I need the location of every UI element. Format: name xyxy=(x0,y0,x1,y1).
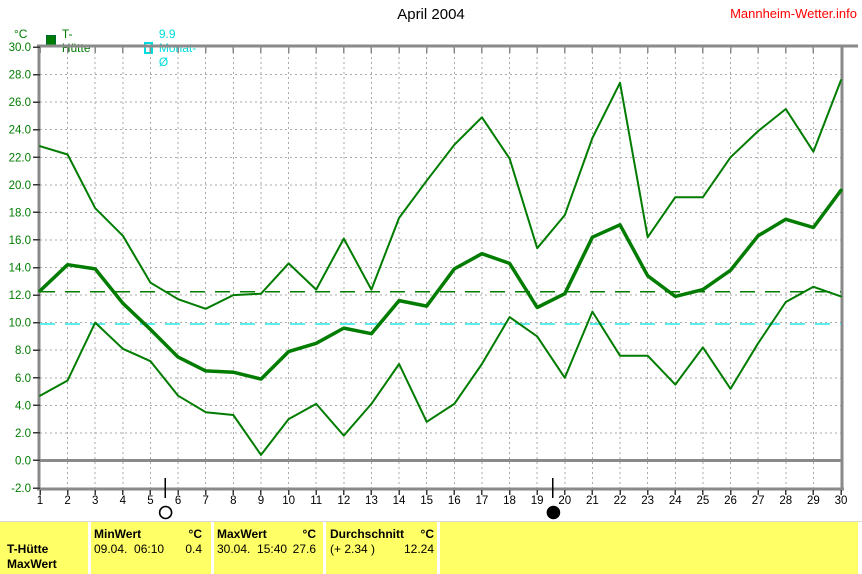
x-axis-label: 21 xyxy=(586,495,599,507)
y-axis-label: 12.0 xyxy=(9,290,31,302)
y-axis-label: 4.0 xyxy=(15,400,31,412)
y-axis-unit-label: °C xyxy=(14,27,28,41)
x-axis-label: 27 xyxy=(752,495,765,507)
x-axis-label: 15 xyxy=(420,495,433,507)
min-unit: °C xyxy=(188,527,202,541)
stats-table: T-Hütte MaxWert MinWert °C 09.04. 06:10 … xyxy=(0,521,862,574)
new-moon-icon xyxy=(546,505,561,520)
x-axis-label: 25 xyxy=(696,495,709,507)
stats-series-sensor: MaxWert xyxy=(7,557,57,571)
max-datetime: 30.04. 15:40 xyxy=(217,542,288,556)
x-axis-label: 19 xyxy=(531,495,544,507)
y-axis-label: 14.0 xyxy=(9,263,31,275)
site-credit-link[interactable]: Mannheim-Wetter.info xyxy=(730,6,857,21)
stats-col-avg: Durchschnitt °C (+ 2.34 ) 12.24 xyxy=(330,522,434,574)
table-divider xyxy=(88,522,91,574)
x-axis-label: 2 xyxy=(64,495,70,507)
x-axis-label: 30 xyxy=(835,495,848,507)
x-axis-label: 14 xyxy=(393,495,406,507)
y-axis-label: -2.0 xyxy=(11,483,31,495)
min-value: 0.4 xyxy=(185,542,202,556)
y-axis-label: 30.0 xyxy=(9,42,31,54)
y-axis-label: 18.0 xyxy=(9,207,31,219)
x-axis-label: 26 xyxy=(724,495,737,507)
x-axis-label: 22 xyxy=(614,495,627,507)
x-axis-label: 16 xyxy=(448,495,461,507)
table-divider xyxy=(858,522,862,574)
series-max-line xyxy=(39,79,842,310)
x-axis-label: 13 xyxy=(365,495,378,507)
avg-header: Durchschnitt xyxy=(330,527,405,541)
x-axis-label: 17 xyxy=(476,495,489,507)
y-axis-label: 2.0 xyxy=(15,428,31,440)
series-min-line xyxy=(39,285,842,456)
y-axis-label: 16.0 xyxy=(9,235,31,247)
min-datetime: 09.04. 06:10 xyxy=(94,542,165,556)
y-axis-label: 10.0 xyxy=(9,318,31,330)
avg-deviation: (+ 2.34 ) xyxy=(330,542,376,556)
y-axis-label: 26.0 xyxy=(9,97,31,109)
max-value: 27.6 xyxy=(292,542,316,556)
stats-col-series: T-Hütte MaxWert xyxy=(7,522,83,574)
x-axis-label: 3 xyxy=(92,495,98,507)
x-axis-label: 23 xyxy=(641,495,654,507)
temperature-line-chart: 30.028.026.024.022.020.018.016.014.012.0… xyxy=(9,42,858,520)
x-axis-label: 28 xyxy=(779,495,792,507)
x-axis-label: 11 xyxy=(310,495,322,507)
x-axis-label: 5 xyxy=(147,495,153,507)
y-axis-label: 22.0 xyxy=(9,152,31,164)
y-axis-label: 28.0 xyxy=(9,70,31,82)
table-divider xyxy=(437,522,440,574)
x-axis-label: 18 xyxy=(503,495,516,507)
x-axis-label: 12 xyxy=(337,495,350,507)
y-axis-label: 24.0 xyxy=(9,125,31,137)
table-divider xyxy=(323,522,326,574)
y-axis-label: 6.0 xyxy=(15,373,31,385)
x-axis-label: 24 xyxy=(669,495,682,507)
chart-title: April 2004 xyxy=(397,6,465,23)
avg-unit: °C xyxy=(420,527,434,541)
y-axis-label: 20.0 xyxy=(9,180,31,192)
avg-value: 12.24 xyxy=(403,542,434,556)
min-header: MinWert xyxy=(94,527,142,541)
max-unit: °C xyxy=(302,527,316,541)
x-axis-label: 8 xyxy=(230,495,236,507)
y-axis-label: 0.0 xyxy=(15,455,31,467)
x-axis-label: 4 xyxy=(120,495,127,507)
table-divider xyxy=(211,522,214,574)
y-axis-label: 8.0 xyxy=(15,345,31,357)
x-axis-label: 29 xyxy=(807,495,820,507)
stats-series-name: T-Hütte xyxy=(7,542,49,556)
full-moon-icon xyxy=(158,505,173,520)
stats-col-min: MinWert °C 09.04. 06:10 0.4 xyxy=(94,522,202,574)
x-axis-label: 9 xyxy=(258,495,264,507)
x-axis-label: 1 xyxy=(37,495,43,507)
x-axis-label: 10 xyxy=(282,495,295,507)
cyan-square-swatch-icon xyxy=(144,42,153,54)
x-axis-label: 20 xyxy=(558,495,571,507)
x-axis-label: 6 xyxy=(175,495,181,507)
series-mean-line xyxy=(38,188,843,381)
max-header: MaxWert xyxy=(217,527,267,541)
x-axis-label: 7 xyxy=(203,495,209,507)
stats-col-max: MaxWert °C 30.04. 15:40 27.6 xyxy=(217,522,316,574)
